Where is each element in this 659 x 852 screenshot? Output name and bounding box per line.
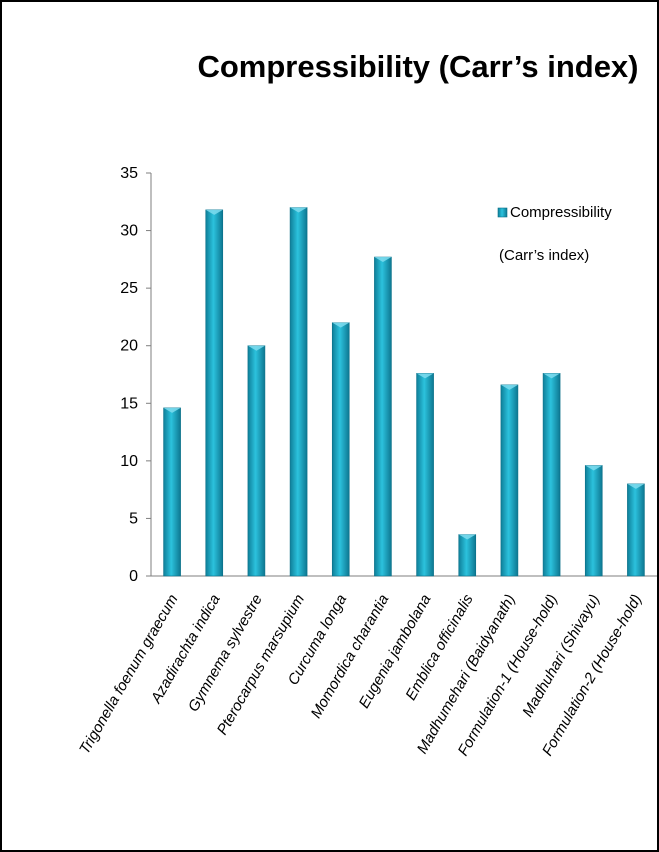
bar <box>584 465 603 577</box>
bar <box>163 407 181 577</box>
bar <box>247 345 266 577</box>
bar-cap <box>458 534 476 540</box>
y-tick-label: 30 <box>120 223 138 240</box>
bar <box>458 534 477 577</box>
bar-cap <box>543 373 561 379</box>
y-tick-label: 5 <box>129 510 138 527</box>
bar-cap <box>332 322 350 328</box>
y-tick-label: 10 <box>120 453 138 470</box>
chart-title: Compressibility (Carr’s index) <box>197 49 638 84</box>
y-tick-label: 25 <box>120 280 138 297</box>
x-tick-label: Madhuhari (Shivayu) <box>519 592 603 720</box>
bar-cap <box>585 465 603 471</box>
y-tick-label: 20 <box>120 338 138 355</box>
bar <box>542 373 561 577</box>
bar-cap <box>247 345 265 351</box>
bar <box>374 256 392 577</box>
bar-cap <box>205 209 223 215</box>
bar-cap <box>500 384 518 390</box>
bars <box>163 207 645 577</box>
bar-cap <box>416 373 434 379</box>
bar-cap <box>163 407 181 413</box>
legend-label-line1: Compressibility <box>510 204 612 221</box>
bar <box>331 322 350 577</box>
x-tick-label: Gymnema sylvestre <box>185 592 266 715</box>
bar <box>205 209 224 577</box>
bar-cap <box>290 207 308 213</box>
bar <box>289 207 308 577</box>
legend-swatch <box>497 207 508 218</box>
bar <box>500 384 519 577</box>
x-tick-label: Momordica charantia <box>308 592 393 722</box>
y-tick-label: 0 <box>129 568 138 585</box>
y-axis-ticks: 0 5 10 15 20 25 30 35 <box>120 165 151 585</box>
bar <box>416 373 434 577</box>
legend: Compressibility (Carr’s index) <box>497 204 612 264</box>
bar-cap <box>374 257 392 263</box>
bar-cap <box>627 483 645 489</box>
y-tick-label: 35 <box>120 165 138 182</box>
y-tick-label: 15 <box>120 395 138 412</box>
bar <box>627 483 645 577</box>
legend-label-line2: (Carr’s index) <box>499 247 589 264</box>
